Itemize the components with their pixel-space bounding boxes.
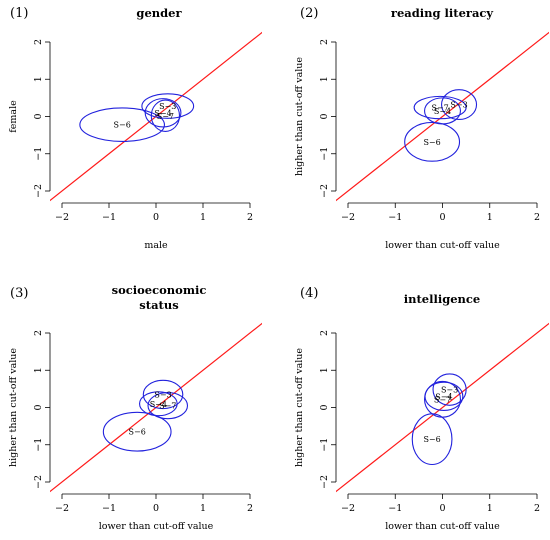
x-tick-label: −1 [102,212,116,223]
panel-number: (3) [10,286,28,301]
x-tick-label: 0 [153,503,159,514]
x-tick-label: 2 [534,503,540,514]
x-tick-label: −2 [341,212,355,223]
confidence-ellipse [141,93,195,119]
x-axis-label: lower than cut-off value [99,521,214,532]
x-tick-label: 1 [487,212,493,223]
ellipse-label: S−4 [435,392,452,401]
panel-1: (1) gender −2 −1 0 1 2 −2 −1 0 1 2 male female S−6 S−3S… [8,6,262,251]
y-tick-label: −2 [319,475,330,489]
x-tick-label: 2 [534,212,540,223]
y-tick-label: −2 [33,475,44,489]
x-tick-label: −1 [388,503,402,514]
confidence-ellipse [432,373,467,406]
x-tick-label: −1 [388,212,402,223]
y-tick-label: −1 [33,438,44,452]
confidence-ellipse [423,97,462,125]
y-axis-label: higher than cut-off value [294,348,305,467]
plot-area: S−6 S−3S−4S−7 [50,31,262,202]
y-tick-label: −1 [33,147,44,161]
confidence-ellipse [413,95,467,120]
panel-2: (2) reading literacy −2 −1 0 1 2 −2 −1 0 1 2 lower t… [294,6,549,251]
reference-line [336,322,549,493]
ellipse-label: S−7 [157,112,174,121]
ellipse-label: S−3 [450,101,467,110]
x-tick-label: −2 [341,503,355,514]
ellipse-label: S−3 [154,390,171,399]
y-tick-label: 2 [319,330,330,336]
confidence-ellipse [144,98,182,128]
ellipse-label: S−6 [423,435,440,444]
confidence-ellipse [404,121,461,162]
confidence-ellipse [150,99,181,132]
ellipse-label: S−6 [114,121,131,130]
ellipse-label: S−4 [150,400,167,409]
y-tick-label: 2 [33,330,44,336]
confidence-ellipse [142,379,184,410]
y-tick-label: −1 [319,147,330,161]
y-tick-label: 0 [319,404,330,410]
x-tick-label: 2 [247,503,253,514]
y-tick-label: 0 [33,113,44,119]
reference-line [336,31,549,202]
ellipse-label: S−4 [434,107,451,116]
ellipse-label: S−3 [159,102,176,111]
panel-4: (4) intelligence −2 −1 0 1 2 −2 −1 0 1 2 lower than … [294,286,549,532]
y-tick-label: 0 [33,404,44,410]
panel-title: intelligence [404,292,481,306]
panel-title: reading literacy [391,6,494,20]
y-tick-label: −1 [319,438,330,452]
x-axis-label: male [144,240,168,251]
x-tick-label: −2 [55,212,69,223]
panel-number: (4) [300,286,318,301]
ellipse-label: S−7 [431,104,448,113]
ellipse-label: S−7 [159,402,176,411]
ellipse-label: S−4 [154,109,171,118]
y-tick-label: −2 [319,184,330,198]
x-tick-label: 0 [439,503,445,514]
x-tick-label: −1 [102,503,116,514]
x-axis-label: lower than cut-off value [385,521,500,532]
ellipse-label: S−7 [434,395,451,404]
y-tick-label: 1 [319,76,330,82]
y-tick-label: 1 [319,367,330,373]
confidence-ellipse [424,381,464,412]
y-axis-label: higher than cut-off value [8,348,19,467]
plot-area: S−6 S−3S−7S−4 [336,322,549,493]
y-tick-label: 1 [33,76,44,82]
confidence-ellipse [423,380,462,418]
x-tick-label: 1 [487,503,493,514]
ellipse-label: S−3 [441,386,458,395]
y-tick-label: 2 [33,39,44,45]
y-axis-label: female [8,100,19,133]
panel-title: status [139,298,178,312]
x-tick-label: 1 [200,503,206,514]
confidence-ellipse [139,391,178,417]
plot-area: S−6 S−7S−4S−3 [336,31,549,202]
y-tick-label: 1 [33,367,44,373]
panel-number: (1) [10,6,28,21]
plot-area: S−6 S−3S−4S−7 [50,322,262,493]
y-tick-label: 2 [319,39,330,45]
panel-title: gender [136,6,182,20]
x-tick-label: 0 [153,212,159,223]
y-tick-label: −2 [33,184,44,198]
x-tick-label: 2 [247,212,253,223]
panel-number: (2) [300,6,318,21]
x-tick-label: −2 [55,503,69,514]
x-axis-label: lower than cut-off value [385,240,500,251]
x-tick-label: 1 [200,212,206,223]
ellipse-label: S−6 [129,428,146,437]
panel-title: socioeconomic [112,283,207,297]
confidence-ellipse [79,107,166,143]
ellipse-label: S−6 [423,138,440,147]
confidence-ellipse [147,392,189,420]
confidence-ellipse [441,89,478,121]
confidence-ellipse [102,411,172,452]
y-tick-label: 0 [319,113,330,119]
y-axis-label: higher than cut-off value [294,57,305,176]
x-tick-label: 0 [439,212,445,223]
